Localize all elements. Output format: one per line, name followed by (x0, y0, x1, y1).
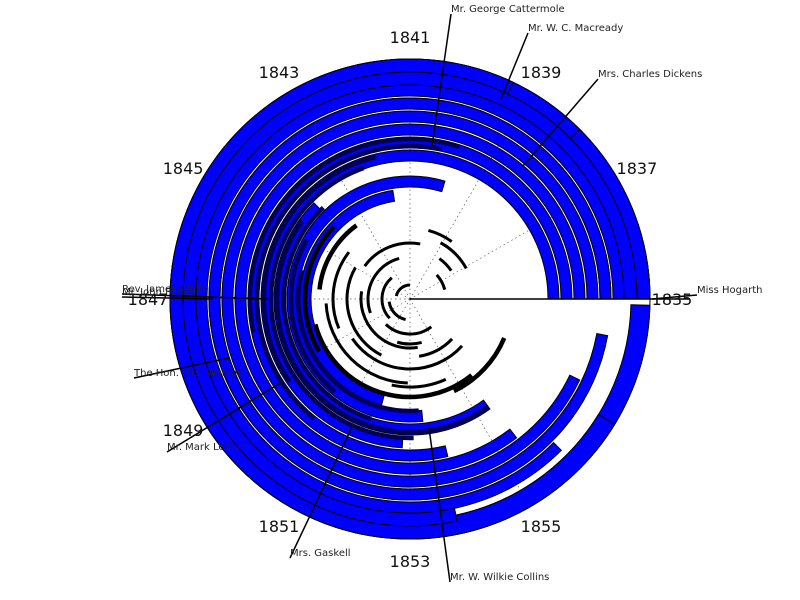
inner-arc (418, 337, 454, 358)
leader-lines (121, 13, 698, 583)
correspondent-arc (195, 84, 625, 514)
inner-arc (288, 238, 337, 394)
inner-arc (254, 143, 443, 420)
inner-arc (452, 337, 507, 394)
leader-line (121, 293, 269, 300)
inner-arc (345, 266, 383, 357)
inner-arc (439, 241, 468, 270)
inner-arcs (247, 136, 507, 441)
year-tick-label: 1841 (390, 28, 431, 47)
correspondent-arc (221, 110, 599, 488)
correspondent-arc (208, 97, 612, 501)
inner-arc (394, 283, 411, 297)
correspondent-arc (260, 149, 560, 449)
leader-line (166, 381, 283, 453)
correspondent-arc (234, 123, 586, 475)
inner-arc (384, 323, 433, 336)
leader-line (133, 357, 230, 379)
correspondent-name-label: Mr. W. Wilkie Collins (450, 572, 549, 583)
correspondent-name-label: Mr. W. C. Macready (528, 23, 623, 34)
correspondent-arc (286, 175, 446, 423)
year-tick-label: 1849 (163, 421, 204, 440)
year-tick-label: 1855 (521, 517, 562, 536)
inner-arc (359, 291, 418, 350)
inner-arc (391, 378, 447, 389)
correspondent-name-labels: Mr. George Cattermole Mr. W. C. Macready M… (122, 4, 763, 583)
correspondent-name-label: Rev. James White (122, 284, 209, 295)
inner-arc (380, 276, 393, 320)
year-tick-labels: 1835 1837 1839 1841 1843 1845 1847 1849 1851 1853… (128, 28, 693, 571)
year-tick-label: 1851 (259, 517, 300, 536)
inner-arc (351, 337, 464, 371)
correspondent-name-label: Mr. Mark Lemon (167, 442, 247, 453)
correspondent-name-label: Mrs. Charles Dickens (598, 69, 702, 80)
inner-arc (438, 257, 453, 272)
year-tick-label: 1843 (259, 63, 300, 82)
inner-arc (317, 223, 358, 290)
inner-arc (274, 219, 490, 435)
inner-arc (261, 154, 377, 383)
year-tick-label: 1835 (652, 290, 693, 309)
correspondent-name-label: Mrs. Gaskell (290, 548, 351, 559)
leader-line (428, 427, 451, 583)
leader-line (431, 13, 452, 147)
inner-arc (313, 323, 474, 400)
inner-arc (295, 269, 419, 414)
inner-arc (324, 303, 408, 385)
inner-arc (268, 165, 414, 441)
inner-arc (247, 136, 461, 333)
leader-line (121, 296, 214, 300)
year-tick-label: 1845 (163, 159, 204, 178)
correspondent-name-label: Miss Hogarth (697, 285, 763, 296)
inner-arc (363, 241, 421, 267)
correspondent-name-label: Mr. George Cattermole (451, 4, 565, 15)
inner-arc (331, 251, 351, 330)
year-tick-label: 1847 (128, 290, 169, 309)
leader-line (522, 78, 599, 167)
inner-arc (366, 256, 400, 314)
year-tick-label: 1853 (390, 552, 431, 571)
inner-arc (387, 301, 407, 322)
inner-arc (281, 205, 372, 421)
leader-line (500, 32, 529, 100)
inner-arc (396, 340, 423, 346)
year-tick-label: 1837 (617, 159, 658, 178)
year-tick-label: 1839 (521, 63, 562, 82)
correspondent-name-label: The Hon. Mrs. Watson (133, 368, 243, 379)
leader-line (651, 294, 698, 300)
inner-arc (302, 225, 336, 353)
inner-arc (435, 273, 447, 291)
correspondent-name-label: Mr. John Forster (122, 287, 201, 298)
inner-arc (427, 228, 453, 243)
leader-line (289, 426, 353, 559)
